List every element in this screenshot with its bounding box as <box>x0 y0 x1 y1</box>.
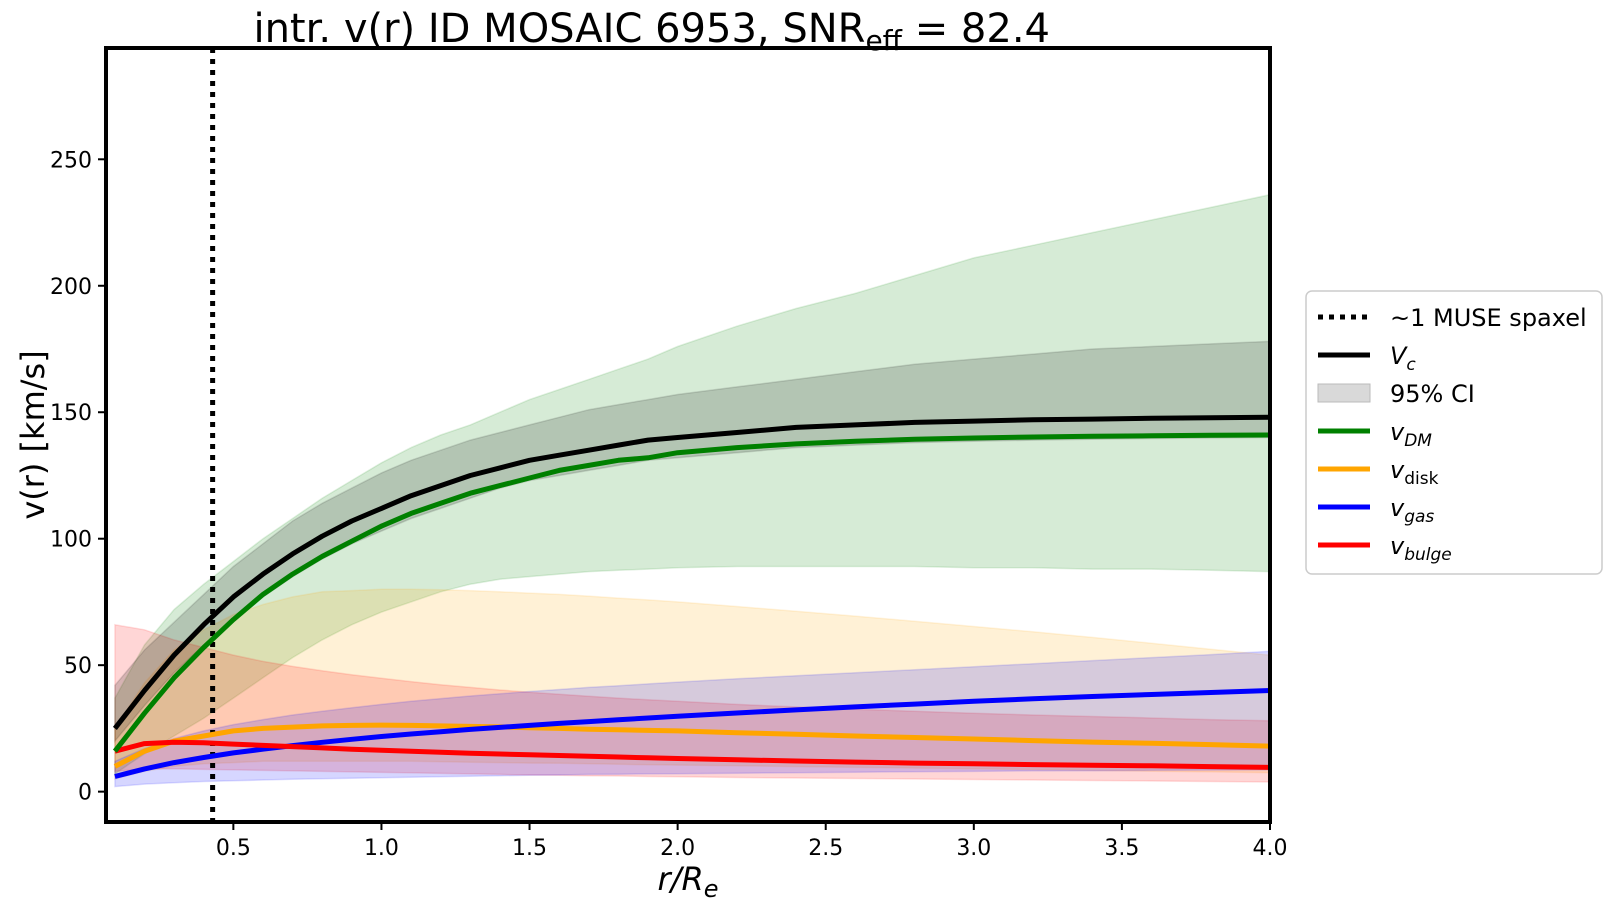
legend-label-main: v <box>1390 456 1405 484</box>
legend-label-main: V <box>1390 342 1408 370</box>
y-tick-label: 250 <box>50 148 92 173</box>
line-v-bulge <box>114 739 1270 770</box>
series-lines <box>112 414 1270 779</box>
x-axis-title-main: r/R <box>658 860 704 898</box>
x-tick-label: 2.5 <box>808 836 843 861</box>
x-axis-title: r/Re <box>658 860 719 903</box>
legend-label-sub: c <box>1406 355 1416 375</box>
legend-label-vdm: vDM <box>1390 418 1432 451</box>
y-tick-label: 50 <box>64 654 92 679</box>
chart-title-main: intr. v(r) ID MOSAIC 6953, SNR <box>253 6 865 52</box>
legend-label-vdisk: vdisk <box>1390 456 1439 489</box>
chart-title-suffix: = 82.4 <box>902 6 1050 52</box>
y-tick-label: 200 <box>50 275 92 300</box>
x-axis-ticks: 0.5 1.0 1.5 2.0 2.5 3.0 3.5 4.0 <box>216 822 1288 861</box>
legend-label-vbulge: vbulge <box>1390 532 1452 565</box>
x-tick-label: 2.0 <box>660 836 695 861</box>
legend-label-sub: gas <box>1404 507 1434 527</box>
legend-label-sub: bulge <box>1404 545 1452 565</box>
legend-label-main: v <box>1390 418 1405 446</box>
x-tick-label: 3.5 <box>1104 836 1139 861</box>
chart-title-sub: eff <box>865 24 902 57</box>
y-axis-ticks: 0 50 100 150 200 250 <box>50 148 106 806</box>
line-v-c <box>112 414 1270 730</box>
legend-box <box>1305 290 1603 575</box>
x-tick-label: 4.0 <box>1253 836 1288 861</box>
band-v-dm <box>114 193 1270 776</box>
y-tick-label: 0 <box>78 781 92 806</box>
line-v-dm <box>112 432 1270 753</box>
x-tick-label: 0.5 <box>216 836 251 861</box>
y-tick-label: 150 <box>50 401 92 426</box>
plot-frame <box>104 46 1272 824</box>
confidence-bands <box>114 193 1270 788</box>
band-v-disk <box>114 588 1270 780</box>
legend-swatch-ci <box>1317 383 1371 403</box>
legend-label-main: v <box>1390 532 1405 560</box>
chart-title: intr. v(r) ID MOSAIC 6953, SNReff = 82.4 <box>253 6 1050 57</box>
x-tick-label: 3.0 <box>956 836 991 861</box>
band-v-c <box>114 340 1270 744</box>
x-tick-label: 1.0 <box>364 836 399 861</box>
y-tick-label: 100 <box>50 528 92 553</box>
legend-label-main: v <box>1390 494 1405 522</box>
y-axis-title: v(r) [km/s] <box>14 350 52 519</box>
band-v-bulge <box>114 623 1270 783</box>
legend-label-spaxel: ~1 MUSE spaxel <box>1390 304 1587 332</box>
legend-label-sub: DM <box>1404 431 1432 451</box>
line-v-disk <box>113 722 1270 769</box>
x-tick-label: 1.5 <box>512 836 547 861</box>
legend-label-vgas: vgas <box>1390 494 1434 527</box>
x-axis-title-sub: e <box>704 875 719 903</box>
line-v-gas <box>114 688 1270 779</box>
legend-label-ci: 95% CI <box>1390 380 1475 408</box>
legend-label-vc: Vc <box>1390 342 1416 375</box>
legend-label-sub: disk <box>1404 469 1438 489</box>
